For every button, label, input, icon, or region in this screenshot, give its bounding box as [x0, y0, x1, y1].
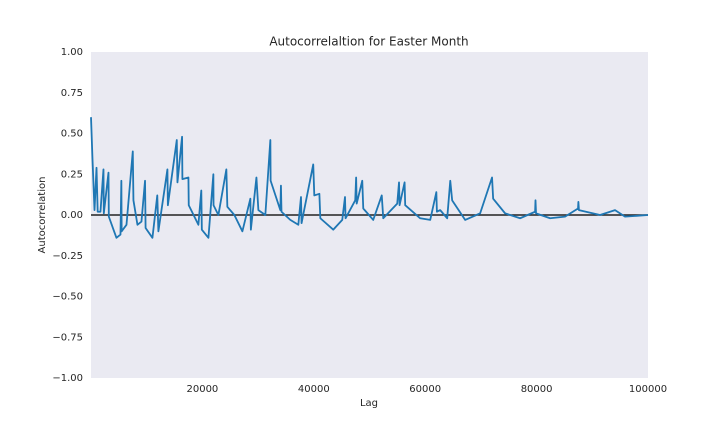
- y-tick-label: −0.50: [52, 292, 83, 303]
- y-tick-label: 0.25: [61, 169, 83, 180]
- y-axis-label: Autocorrelation: [37, 177, 48, 254]
- y-tick-label: 1.00: [61, 47, 83, 58]
- y-tick-label: −1.00: [52, 373, 83, 384]
- y-tick-label: −0.75: [52, 332, 83, 343]
- autocorrelation-line: [90, 117, 649, 239]
- y-tick-label: 0.75: [61, 88, 83, 99]
- y-tick-label: 0.00: [61, 210, 83, 221]
- x-axis-label: Lag: [360, 398, 378, 409]
- chart-title: Autocorrelaltion for Easter Month: [269, 35, 468, 49]
- x-tick-label: 100000: [629, 384, 667, 395]
- x-tick-label: 40000: [298, 384, 330, 395]
- x-tick-label: 60000: [409, 384, 441, 395]
- x-tick-label: 20000: [186, 384, 218, 395]
- x-tick-label: 80000: [521, 384, 553, 395]
- y-tick-label: 0.50: [61, 129, 83, 140]
- y-tick-label: −0.25: [52, 251, 83, 262]
